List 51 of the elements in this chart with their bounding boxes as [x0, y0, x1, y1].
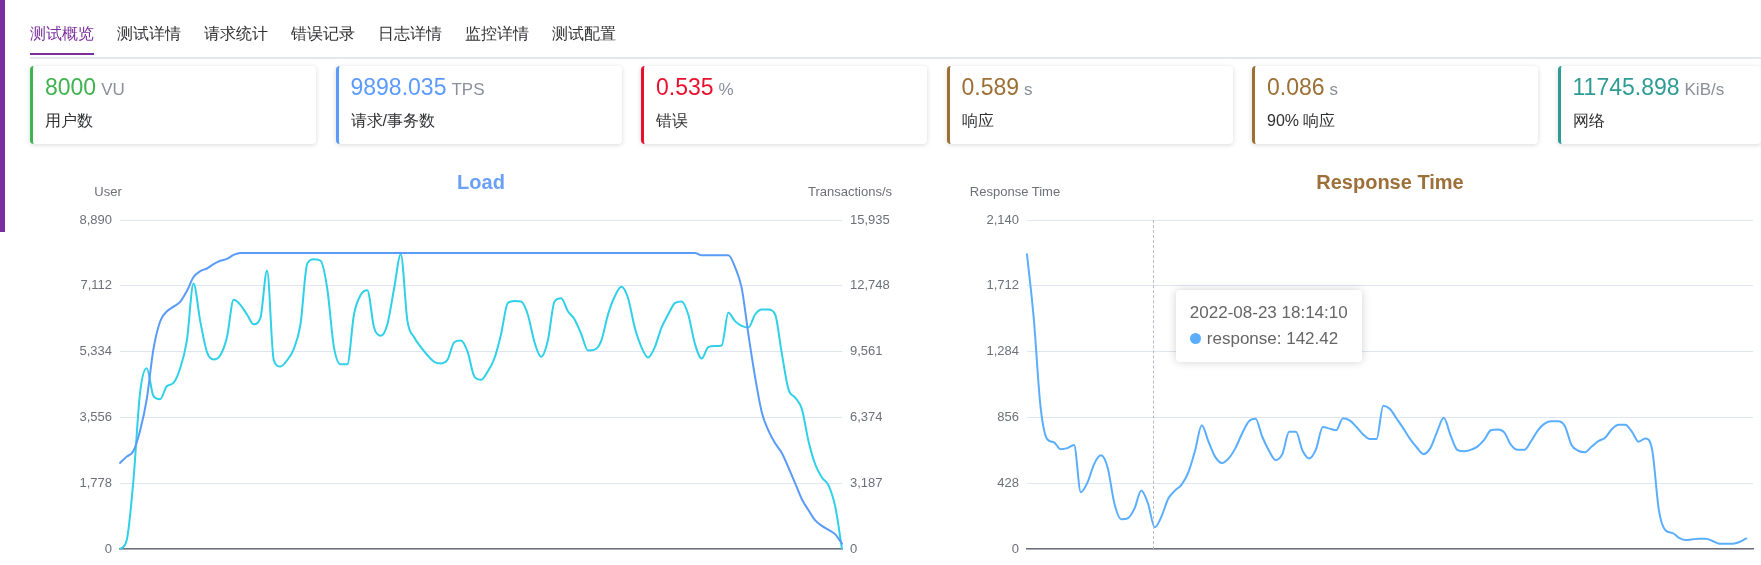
- text: 响应: [961, 111, 995, 131]
- y2-tick-label: 6,374: [850, 409, 883, 425]
- y2-tick-label: 0: [850, 540, 858, 556]
- text: 请求/事务数: [350, 111, 436, 131]
- line-series: [1026, 253, 1748, 545]
- text: s: [1329, 80, 1339, 99]
- y2-tick-label: 15,935: [850, 211, 890, 227]
- y-tick-label: 1,284: [986, 343, 1019, 359]
- text: 用户数: [45, 111, 94, 131]
- annotation: response: 142.42: [1206, 329, 1339, 348]
- y-tick-label: 7,112: [80, 277, 112, 293]
- text: 8000: [45, 74, 97, 100]
- text: 90% 响应: [1267, 111, 1337, 131]
- y-tick-label: 856: [997, 409, 1019, 425]
- text: TPS: [451, 80, 485, 99]
- y2-axis-title: Transactions/s: [807, 183, 893, 199]
- text: 网络: [1572, 111, 1606, 131]
- text: 0.086: [1267, 74, 1325, 100]
- y-axis-title: User: [94, 183, 123, 199]
- text: 0.535: [656, 74, 714, 100]
- chart-title: Load: [457, 170, 505, 193]
- text: VU: [101, 80, 125, 99]
- y-tick-label: 5,334: [79, 343, 112, 359]
- text: 9898.035: [350, 74, 447, 100]
- text: %: [718, 80, 734, 99]
- text: 日志详情: [378, 24, 442, 44]
- text: 11745.898: [1572, 74, 1680, 100]
- y2-tick-label: 12,748: [850, 277, 890, 293]
- text: 请求统计: [204, 24, 268, 44]
- y-tick-label: 428: [997, 474, 1019, 490]
- y2-tick-label: 9,561: [850, 343, 883, 359]
- text: s: [1024, 80, 1033, 99]
- text: 测试详情: [117, 24, 181, 44]
- text: KiB/s: [1684, 80, 1725, 99]
- y-tick-label: 1,712: [986, 277, 1019, 293]
- text: 监控详情: [465, 24, 529, 44]
- annotation: 2022-08-23 18:14:10: [1189, 303, 1348, 322]
- y-tick-label: 1,778: [79, 474, 112, 490]
- y2-tick-label: 3,187: [850, 474, 883, 490]
- text: 0.589: [961, 74, 1020, 100]
- y-tick-label: 0: [104, 540, 112, 556]
- chart-title: Response Time: [1316, 170, 1464, 193]
- y-tick-label: 3,556: [79, 409, 112, 425]
- text: 测试概览: [30, 24, 94, 55]
- y-tick-label: 0: [1011, 540, 1019, 556]
- text: 错误: [656, 111, 689, 131]
- y-tick-label: 8,890: [79, 211, 112, 227]
- text: 错误记录: [291, 24, 355, 44]
- y-axis-title: Response Time: [969, 183, 1061, 199]
- y-tick-label: 2,140: [986, 211, 1019, 227]
- text: 测试配置: [552, 24, 616, 44]
